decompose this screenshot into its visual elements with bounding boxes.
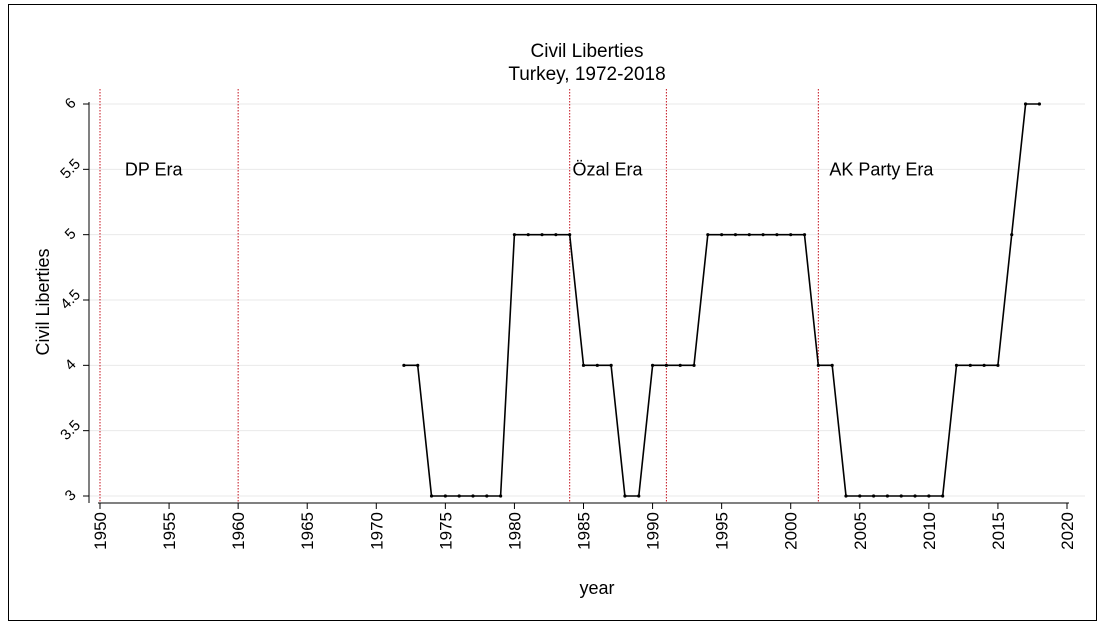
- era-label-2: AK Party Era: [829, 159, 934, 179]
- x-tick-label-9: 1995: [713, 512, 732, 550]
- data-point-1992: [678, 363, 682, 367]
- data-point-2005: [858, 494, 862, 498]
- x-tick-label-6: 1980: [505, 512, 524, 550]
- civil-liberties-chart: Civil Liberties Turkey, 1972-2018 year C…: [33, 41, 1085, 598]
- data-point-1986: [595, 363, 599, 367]
- data-point-2017: [1023, 102, 1028, 106]
- data-point-1979: [499, 494, 503, 498]
- x-tick-label-5: 1975: [436, 512, 455, 550]
- x-tick-label-1: 1955: [160, 512, 179, 550]
- x-tick-label-12: 2010: [920, 512, 939, 550]
- y-tick-label-3: 4.5: [57, 286, 84, 313]
- data-point-1988: [623, 494, 627, 498]
- data-point-1981: [526, 233, 530, 237]
- x-tick-label-10: 2000: [782, 512, 801, 550]
- data-point-2001: [802, 233, 807, 237]
- data-point-1996: [733, 233, 738, 237]
- y-axis-label: Civil Liberties: [33, 248, 53, 355]
- x-tick-label-4: 1970: [367, 512, 386, 550]
- x-tick-label-0: 1950: [91, 512, 110, 550]
- data-point-1993: [692, 363, 696, 367]
- data-point-1984: [568, 233, 572, 237]
- y-tick-label-2: 4: [62, 356, 80, 374]
- era-label-0: DP Era: [125, 159, 184, 179]
- data-point-2014: [982, 363, 986, 367]
- x-axis-label: year: [579, 578, 614, 598]
- data-point-1973: [416, 363, 420, 367]
- data-point-1977: [471, 494, 475, 498]
- data-point-2009: [913, 494, 917, 498]
- data-point-1991: [664, 363, 668, 367]
- x-tick-label-14: 2020: [1058, 512, 1077, 550]
- data-point-2002: [816, 363, 820, 367]
- data-point-2006: [872, 494, 876, 498]
- data-point-1982: [540, 233, 544, 237]
- data-point-2004: [844, 494, 848, 498]
- x-tick-label-13: 2015: [989, 512, 1008, 550]
- y-tick-label-1: 3.5: [57, 417, 84, 444]
- data-point-2003: [830, 363, 834, 367]
- x-tick-label-8: 1990: [644, 512, 663, 550]
- data-point-2000: [789, 233, 793, 237]
- era-annotations: DP Era Özal Era AK Party Era: [125, 159, 935, 179]
- data-point-1989: [637, 494, 641, 498]
- data-point-2018: [1037, 102, 1041, 106]
- x-tick-label-2: 1960: [229, 512, 248, 550]
- data-point-1978: [485, 494, 489, 498]
- data-point-1998: [761, 233, 765, 237]
- data-point-1999: [775, 233, 779, 237]
- x-tick-label-11: 2005: [851, 512, 870, 550]
- data-point-2013: [968, 363, 972, 367]
- data-point-1983: [554, 233, 558, 237]
- data-point-1975: [443, 494, 447, 498]
- data-point-2008: [899, 494, 903, 498]
- y-tick-label-6: 6: [62, 95, 80, 113]
- data-point-1980: [512, 233, 517, 237]
- y-tick-label-0: 3: [62, 487, 80, 505]
- data-point-1997: [747, 233, 751, 237]
- series-line: [402, 102, 1041, 498]
- x-tick-label-7: 1985: [575, 512, 594, 550]
- y-tick-label-4: 5: [62, 225, 80, 243]
- x-tick-label-3: 1965: [298, 512, 317, 550]
- data-point-2010: [927, 494, 931, 498]
- data-point-2011: [941, 494, 945, 498]
- data-point-2015: [996, 363, 1000, 367]
- data-point-1995: [720, 233, 724, 237]
- data-point-1972: [402, 363, 406, 367]
- data-point-1990: [650, 363, 655, 367]
- data-point-2016: [1010, 233, 1014, 237]
- data-point-1987: [609, 363, 613, 367]
- era-label-1: Özal Era: [572, 159, 643, 179]
- data-point-2007: [885, 494, 890, 498]
- chart-frame: Civil Liberties Turkey, 1972-2018 year C…: [8, 4, 1097, 621]
- chart-subtitle: Turkey, 1972-2018: [508, 64, 665, 85]
- data-point-2012: [954, 363, 959, 367]
- era-divider-lines: [99, 89, 819, 503]
- chart-title: Civil Liberties: [531, 41, 644, 62]
- data-point-1974: [429, 494, 434, 498]
- data-point-1976: [457, 494, 461, 498]
- data-point-1985: [581, 363, 586, 367]
- y-tick-label-5: 5.5: [57, 156, 84, 183]
- data-point-1994: [706, 233, 710, 237]
